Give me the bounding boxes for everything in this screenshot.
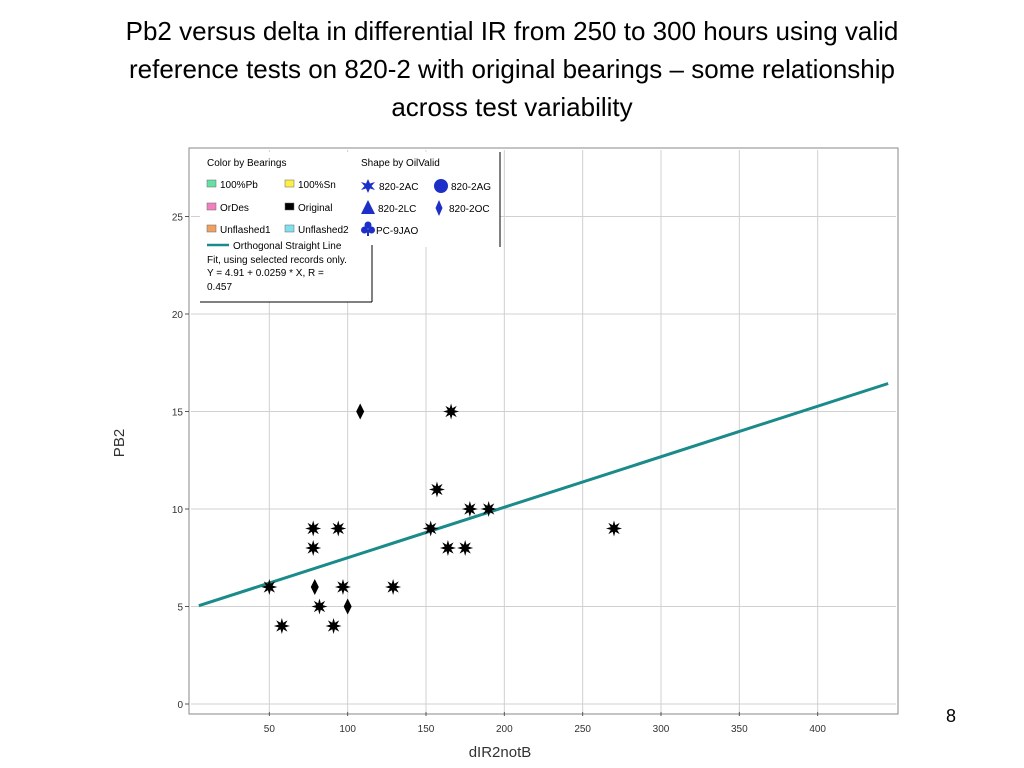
legend-fit-background: [200, 240, 372, 302]
data-point-star: [330, 520, 347, 537]
x-axis-label: dIR2notB: [469, 744, 532, 761]
legend-shape-label: 820-2AC: [379, 182, 418, 193]
data-point-diamond: [310, 579, 319, 595]
legend-shape-title: Shape by OilValid: [361, 158, 440, 169]
legend-line-label: Orthogonal Straight Line: [233, 241, 342, 252]
legend-shape-label: 820-2LC: [378, 204, 416, 215]
triangle-icon: [361, 200, 375, 214]
data-point-star: [305, 540, 322, 556]
y-tick-label: 25: [172, 213, 184, 224]
data-point-diamond: [343, 598, 352, 615]
data-point-star: [385, 579, 402, 595]
legend-fit-text: Y = 4.91 + 0.0259 * X, R =: [207, 268, 324, 279]
legend: Color by Bearings Shape by OilValid 100%…: [200, 152, 501, 303]
legend-color-swatch: [206, 202, 217, 211]
data-point-star: [606, 520, 622, 537]
slide-title-line: Pb2 versus delta in differential IR from…: [125, 16, 899, 46]
legend-background: [200, 152, 500, 247]
y-tick-label: 20: [172, 310, 184, 321]
fit-line-layer: [198, 382, 889, 608]
legend-fit-text: 0.457: [207, 282, 232, 293]
legend-shape-label: 820-2OC: [449, 204, 490, 215]
x-tick-label: 400: [809, 724, 826, 735]
legend-color-title: Color by Bearings: [207, 158, 286, 169]
slide-title: Pb2 versus delta in differential IR from…: [0, 12, 1024, 126]
legend-color-label: Unflashed1: [220, 225, 271, 236]
data-point-star: [457, 540, 474, 556]
legend-shape-label: PC-9JAO: [376, 226, 418, 237]
data-point-star: [439, 540, 456, 556]
axis-layer: 50 100 150 200 250 300 350 400 0 5 10 15 20 25: [172, 213, 827, 736]
slide-title-line: across test variability: [391, 92, 633, 122]
legend-color-label: 100%Pb: [220, 180, 258, 191]
club-icon: [361, 221, 375, 236]
data-point-star: [305, 520, 322, 537]
legend-color-label: Unflashed2: [298, 225, 349, 236]
x-tick-label: 300: [653, 724, 670, 735]
data-point-star: [461, 501, 478, 517]
points-layer: [261, 403, 622, 634]
y-tick-label: 15: [172, 408, 184, 419]
data-point-star: [311, 598, 328, 615]
circle-icon: [434, 179, 448, 193]
data-point-diamond: [356, 403, 365, 420]
x-tick-label: 350: [731, 724, 748, 735]
legend-shape-label: 820-2AG: [451, 182, 491, 193]
legend-color-swatch: [206, 179, 217, 188]
y-tick-label: 5: [177, 603, 183, 614]
legend-color-swatch: [284, 179, 295, 188]
legend-color-swatch: [284, 224, 295, 233]
y-axis-label: PB2: [111, 429, 128, 457]
data-point-star: [443, 403, 460, 420]
diamond-icon: [435, 200, 443, 216]
x-tick-label: 50: [264, 724, 276, 735]
data-point-star: [325, 618, 342, 634]
page-number: 8: [946, 706, 957, 726]
star-icon: [361, 179, 375, 193]
data-point-star: [422, 520, 439, 537]
data-point-star: [428, 481, 445, 498]
y-tick-label: 0: [177, 700, 183, 711]
x-tick-label: 150: [418, 724, 435, 735]
legend-color-label: 100%Sn: [298, 180, 336, 191]
x-tick-label: 200: [496, 724, 513, 735]
data-point-star: [334, 579, 351, 595]
legend-color-label: OrDes: [220, 203, 249, 214]
slide-title-line: reference tests on 820-2 with original b…: [129, 54, 895, 84]
data-point-star: [261, 579, 278, 595]
legend-fit-text: Fit, using selected records only.: [207, 255, 347, 266]
x-tick-label: 100: [339, 724, 356, 735]
legend-color-label: Original: [298, 203, 332, 214]
y-tick-label: 10: [172, 505, 184, 516]
legend-color-swatch: [206, 224, 217, 233]
data-point-star: [480, 501, 497, 517]
data-point-star: [273, 618, 290, 634]
legend-color-swatch: [284, 202, 295, 211]
x-tick-label: 250: [574, 724, 591, 735]
fit-line: [198, 382, 889, 608]
